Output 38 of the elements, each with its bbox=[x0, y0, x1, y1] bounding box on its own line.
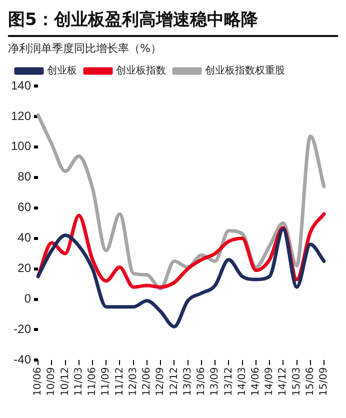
line-series bbox=[36, 227, 326, 328]
x-tick-label: 14/09 bbox=[264, 367, 276, 396]
x-tick-label: 15/03 bbox=[291, 367, 302, 396]
x-tick-label: 10/06 bbox=[32, 367, 44, 396]
y-tick-label: 0 bbox=[24, 292, 32, 306]
y-tick-label: 140 bbox=[10, 78, 32, 92]
x-tick-label: 14/06 bbox=[250, 367, 262, 396]
x-tick-label: 11/06 bbox=[87, 367, 98, 396]
x-tick-label: 14/03 bbox=[236, 367, 248, 396]
x-tick-label: 12/12 bbox=[168, 367, 180, 396]
chart-title: 图5：创业板盈利高增速稳中略降 bbox=[8, 8, 338, 37]
x-tick-label: 10/12 bbox=[60, 367, 71, 396]
y-tick-label: 40 bbox=[18, 230, 32, 245]
y-tick-label: 60 bbox=[18, 200, 32, 214]
x-tick-label: 11/03 bbox=[73, 367, 84, 396]
x-tick-label: 13/06 bbox=[196, 367, 208, 396]
y-tick-label: 120 bbox=[10, 108, 32, 123]
y-tick-label: -20 bbox=[14, 322, 32, 336]
legend-label: 创业板指数 bbox=[116, 64, 166, 77]
x-tick-label: 15/06 bbox=[304, 367, 316, 396]
x-tick-label: 12/06 bbox=[142, 367, 153, 396]
legend-label: 创业板指数权重股 bbox=[205, 64, 285, 77]
y-tick-label: 100 bbox=[10, 139, 32, 154]
y-tick-label: 20 bbox=[18, 261, 32, 276]
x-tick-label: 13/09 bbox=[210, 367, 221, 396]
x-tick-label: 11/09 bbox=[100, 367, 112, 396]
legend-label: 创业板 bbox=[47, 64, 77, 77]
x-tick-label: 11/12 bbox=[114, 367, 126, 396]
x-tick-label: 10/09 bbox=[46, 367, 58, 396]
x-tick-label: 12/09 bbox=[155, 367, 166, 396]
y-tick-label: 80 bbox=[18, 170, 32, 184]
y-axis-title: 净利润单季度同比增长率（%） bbox=[8, 41, 162, 56]
x-tick-label: 13/12 bbox=[223, 367, 234, 396]
x-tick-label: 15/09 bbox=[318, 367, 330, 396]
y-tick-label: -40 bbox=[14, 352, 32, 366]
x-tick-label: 13/03 bbox=[182, 367, 194, 396]
x-tick-label: 14/12 bbox=[278, 367, 289, 396]
x-tick-label: 12/03 bbox=[128, 367, 139, 396]
